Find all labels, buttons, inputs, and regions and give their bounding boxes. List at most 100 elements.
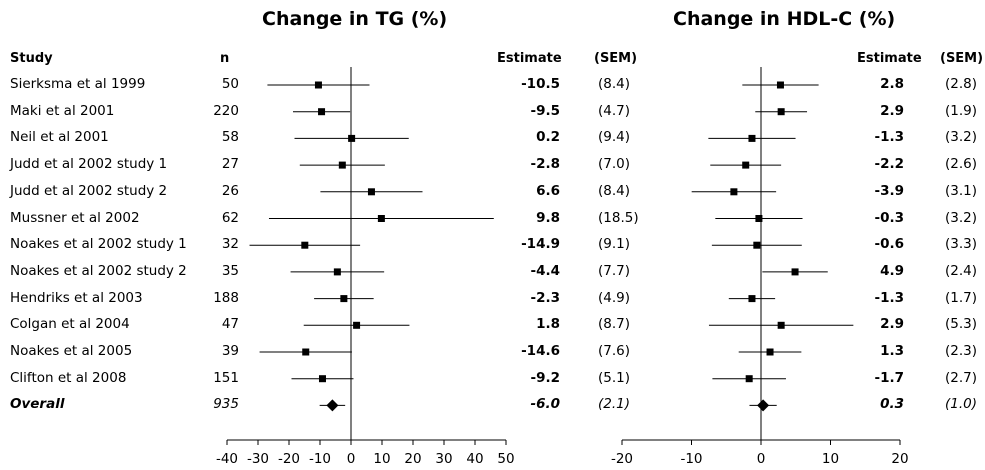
tg-overall-diamond — [326, 399, 339, 412]
tg-sem-value: (2.1) — [598, 396, 631, 413]
hdl-overall-diamond — [757, 399, 770, 412]
n-value: 220 — [213, 102, 239, 119]
tg-chart-title: Change in TG (%) — [262, 8, 448, 30]
hdl-estimate-value: 4.9 — [880, 262, 904, 279]
study-label: Judd et al 2002 study 2 — [10, 182, 168, 199]
study-label: Colgan et al 2004 — [10, 316, 130, 333]
study-label: Mussner et al 2002 — [10, 209, 140, 226]
tg-estimate-value: -14.9 — [521, 236, 560, 253]
n-value: 935 — [213, 396, 239, 413]
n-value: 50 — [221, 76, 239, 92]
tg-point-estimate — [301, 241, 309, 249]
hdl-sem-value: (1.7) — [945, 289, 978, 306]
tg-estimate-value: -9.5 — [530, 102, 560, 119]
hdl-point-estimate — [742, 161, 750, 169]
tg-estimate-value: -14.6 — [521, 343, 560, 359]
hdl-sem-value: (2.6) — [945, 156, 978, 173]
hdl-point-estimate — [748, 134, 756, 142]
tg-point-estimate — [367, 188, 375, 196]
tg-sem-value: (8.7) — [598, 316, 631, 333]
study-label: Judd et al 2002 study 1 — [10, 156, 168, 173]
hdl-point-estimate — [745, 375, 753, 383]
hdl-sem-value: (3.2) — [945, 209, 978, 226]
tg-tick-label: -10 — [309, 451, 331, 467]
tg-sem-value: (5.1) — [598, 369, 631, 386]
tg-point-estimate — [348, 134, 356, 142]
tg-tick-label: -40 — [216, 451, 238, 467]
hdl-tick-label: -10 — [680, 451, 702, 467]
n-value: 35 — [221, 262, 239, 279]
tg-point-estimate — [353, 321, 361, 329]
hdl-estimate-value: 0.3 — [880, 396, 904, 413]
hdl-sem-value: (2.3) — [945, 343, 978, 359]
tg-tick-label: 0 — [347, 451, 356, 467]
hdl-point-estimate — [730, 188, 738, 196]
tg-point-estimate — [318, 108, 326, 116]
tg-estimate-value: 0.2 — [536, 129, 560, 146]
hdl-point-estimate — [791, 268, 799, 276]
tg-estimate-value: -9.2 — [530, 369, 560, 386]
study-label: Noakes et al 2002 study 1 — [10, 236, 187, 253]
n-value: 32 — [221, 236, 239, 253]
hdl-point-estimate — [766, 348, 774, 356]
tg-estimate-value: 9.8 — [536, 209, 560, 226]
hdl-sem-value: (2.7) — [945, 369, 978, 386]
n-value: 47 — [221, 316, 239, 333]
hdl-estimate-value: -0.3 — [874, 209, 904, 226]
n-value: 151 — [213, 369, 239, 386]
hdl-point-estimate — [755, 215, 763, 222]
hdl-estimate-value: -2.2 — [874, 156, 904, 173]
hdl-estimate-value: -3.9 — [874, 182, 904, 199]
tg-estimate-value: -4.4 — [530, 262, 560, 279]
tg-sem-value: (9.4) — [598, 129, 631, 146]
hdl-tick-label: 20 — [891, 451, 908, 467]
tg-sem-header: (SEM) — [594, 51, 638, 66]
tg-sem-value: (4.7) — [598, 102, 631, 119]
tg-estimate-value: 1.8 — [536, 316, 560, 333]
hdl-estimate-value: 2.8 — [880, 76, 904, 92]
hdl-tick-label: 0 — [757, 451, 766, 467]
hdl-sem-value: (3.1) — [945, 182, 978, 199]
hdl-estimate-header: Estimate — [857, 51, 922, 66]
hdl-point-estimate — [776, 81, 784, 89]
tg-tick-label: -20 — [278, 451, 300, 467]
study-label: Noakes et al 2005 — [10, 343, 133, 359]
tg-point-estimate — [333, 268, 341, 276]
tg-point-estimate — [318, 375, 326, 383]
tg-tick-label: -30 — [247, 451, 269, 467]
n-value: 62 — [221, 209, 239, 226]
hdl-estimate-value: 1.3 — [880, 343, 904, 359]
tg-sem-value: (8.4) — [598, 76, 631, 92]
tg-tick-label: 10 — [373, 451, 390, 467]
hdl-estimate-value: -1.7 — [874, 369, 904, 386]
study-label: Maki et al 2001 — [10, 102, 115, 119]
tg-point-estimate — [302, 348, 310, 356]
study-label: Noakes et al 2002 study 2 — [10, 262, 187, 279]
hdl-sem-value: (2.4) — [945, 262, 978, 279]
tg-sem-value: (7.0) — [598, 156, 631, 173]
tg-point-estimate — [338, 161, 346, 169]
tg-estimate-value: 6.6 — [536, 182, 560, 199]
study-label: Overall — [10, 396, 65, 413]
hdl-sem-value: (1.0) — [945, 396, 978, 413]
hdl-chart-title: Change in HDL-C (%) — [673, 8, 896, 30]
hdl-sem-value: (3.2) — [945, 129, 978, 146]
hdl-sem-header: (SEM) — [940, 51, 984, 66]
hdl-sem-value: (1.9) — [945, 102, 978, 119]
tg-sem-value: (18.5) — [598, 209, 639, 226]
tg-tick-label: 50 — [497, 451, 514, 467]
n-value: 58 — [221, 129, 239, 146]
hdl-estimate-value: -1.3 — [874, 129, 904, 146]
tg-sem-value: (4.9) — [598, 289, 631, 306]
hdl-point-estimate — [777, 108, 785, 116]
tg-tick-label: 20 — [404, 451, 421, 467]
tg-tick-label: 30 — [435, 451, 452, 467]
tg-point-estimate — [314, 81, 322, 89]
tg-estimate-value: -10.5 — [521, 76, 560, 92]
hdl-sem-value: (5.3) — [945, 316, 978, 333]
tg-estimate-header: Estimate — [497, 51, 562, 66]
study-label: Hendriks et al 2003 — [10, 289, 143, 306]
hdl-sem-value: (2.8) — [945, 76, 978, 92]
tg-tick-label: 40 — [466, 451, 483, 467]
tg-estimate-value: -6.0 — [530, 396, 560, 413]
